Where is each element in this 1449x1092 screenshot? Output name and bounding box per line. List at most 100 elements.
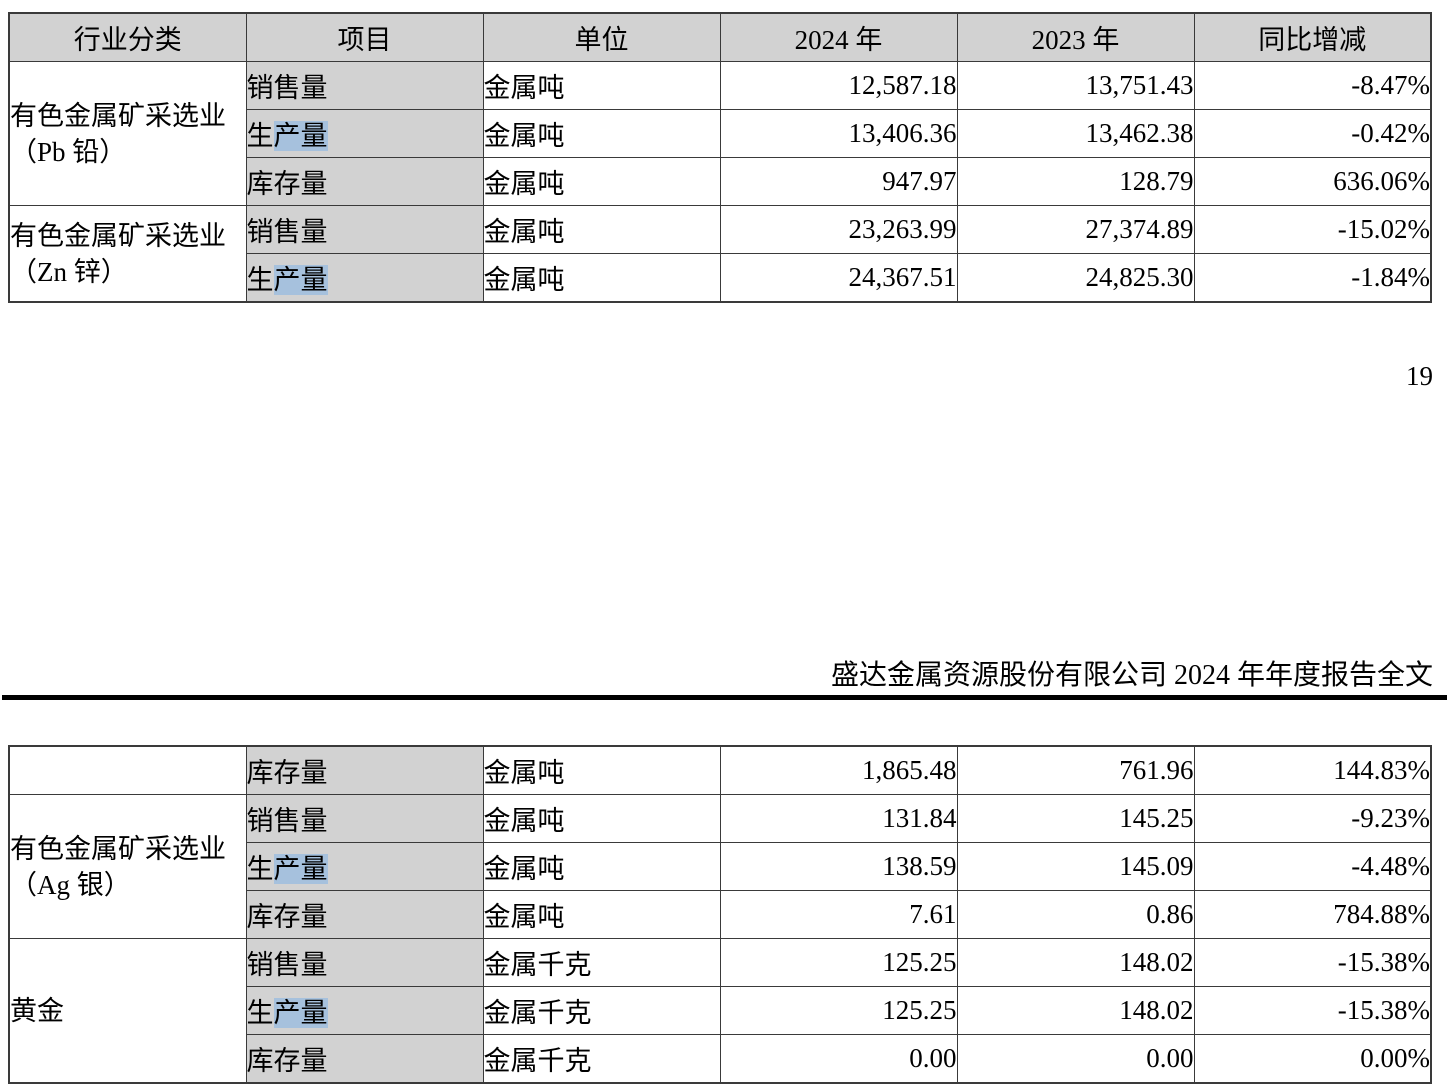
item-cell: 库存量	[245, 1034, 484, 1084]
text-highlight: 产量	[273, 265, 328, 295]
value-2024-cell: 23,263.99	[719, 205, 958, 254]
yoy-change-cell: 144.83%	[1193, 745, 1432, 795]
item-cell: 生产量	[245, 109, 484, 158]
item-label: 销售量	[246, 217, 328, 247]
yoy-change-cell: -15.38%	[1193, 986, 1432, 1035]
item-label: 销售量	[246, 806, 328, 836]
value-2023-cell: 13,751.43	[956, 61, 1195, 110]
text-highlight: 产量	[273, 121, 328, 151]
item-cell: 库存量	[245, 157, 484, 206]
value-2024-cell: 138.59	[719, 842, 958, 891]
value-2023-cell: 145.25	[956, 794, 1195, 843]
unit-cell: 金属吨	[482, 745, 721, 795]
col-header-2024: 2024 年	[719, 12, 958, 62]
value-2024-cell: 1,865.48	[719, 745, 958, 795]
table-row: 库存量 金属吨 947.97 128.79 636.06%	[9, 157, 1432, 206]
yoy-change-cell: -9.23%	[1193, 794, 1432, 843]
header-rule-divider	[2, 695, 1447, 700]
value-2023-cell: 0.00	[956, 1034, 1195, 1084]
col-header-2023: 2023 年	[956, 12, 1195, 62]
table-row: 生产量 金属吨 138.59 145.09 -4.48%	[9, 842, 1432, 891]
item-cell: 销售量	[245, 794, 484, 843]
category-line: 有色金属矿采选业	[10, 220, 226, 251]
col-header-industry: 行业分类	[8, 12, 247, 62]
yoy-change-cell: -1.84%	[1193, 253, 1432, 303]
item-label: 销售量	[246, 950, 328, 980]
unit-cell: 金属千克	[482, 986, 721, 1035]
unit-cell: 金属千克	[482, 1034, 721, 1084]
value-2024-cell: 13,406.36	[719, 109, 958, 158]
upper-table-section: 行业分类 项目 单位 2024 年 2023 年 同比增减 有色金属矿采选业 （…	[0, 0, 1449, 303]
unit-cell: 金属吨	[482, 157, 721, 206]
value-2024-cell: 7.61	[719, 890, 958, 939]
lower-table-section: 库存量 金属吨 1,865.48 761.96 144.83% 有色金属矿采选业…	[0, 745, 1449, 1084]
category-line: （Ag 银）	[10, 869, 131, 900]
unit-cell: 金属吨	[482, 842, 721, 891]
item-label: 生	[246, 854, 274, 884]
unit-cell: 金属吨	[482, 890, 721, 939]
table-row: 库存量 金属吨 7.61 0.86 784.88%	[9, 890, 1432, 939]
value-2024-cell: 125.25	[719, 986, 958, 1035]
item-label: 库存量	[246, 902, 328, 932]
col-header-unit: 单位	[482, 12, 721, 62]
category-cell-pb: 有色金属矿采选业 （Pb 铅）	[8, 61, 247, 206]
yoy-change-cell: -4.48%	[1193, 842, 1432, 891]
item-label: 生	[246, 998, 274, 1028]
category-line: 有色金属矿采选业	[10, 833, 226, 864]
page-number: 19	[1406, 361, 1433, 391]
table-row: 有色金属矿采选业 （Pb 铅） 销售量 金属吨 12,587.18 13,751…	[8, 61, 1432, 206]
item-cell: 生产量	[245, 986, 484, 1035]
value-2024-cell: 0.00	[719, 1034, 958, 1084]
category-cell-zn: 有色金属矿采选业 （Zn 锌）	[8, 205, 247, 303]
category-cell-empty	[8, 745, 247, 795]
value-2024-cell: 947.97	[719, 157, 958, 206]
yoy-change-cell: 0.00%	[1193, 1034, 1432, 1084]
yoy-change-cell: -15.38%	[1193, 938, 1432, 987]
item-cell: 库存量	[245, 745, 484, 795]
value-2023-cell: 145.09	[956, 842, 1195, 891]
text-highlight: 产量	[273, 998, 328, 1028]
value-2023-cell: 0.86	[956, 890, 1195, 939]
value-2023-cell: 24,825.30	[956, 253, 1195, 303]
table-row: 生产量 金属吨 13,406.36 13,462.38 -0.42%	[9, 109, 1432, 158]
table-row: 生产量 金属千克 125.25 148.02 -15.38%	[9, 986, 1432, 1035]
category-cell-ag: 有色金属矿采选业 （Ag 银）	[8, 794, 247, 939]
value-2024-cell: 125.25	[719, 938, 958, 987]
table-row: 有色金属矿采选业 （Ag 银） 销售量 金属吨 131.84 145.25 -9…	[8, 794, 1432, 939]
value-2023-cell: 148.02	[956, 938, 1195, 987]
item-cell: 销售量	[245, 205, 484, 254]
text-highlight: 产量	[273, 854, 328, 884]
table-row: 有色金属矿采选业 （Zn 锌） 销售量 金属吨 23,263.99 27,374…	[8, 205, 1432, 303]
unit-cell: 金属吨	[482, 794, 721, 843]
industry-production-table-top: 行业分类 项目 单位 2024 年 2023 年 同比增减 有色金属矿采选业 （…	[8, 12, 1432, 303]
unit-cell: 金属千克	[482, 938, 721, 987]
table-row: 库存量 金属吨 1,865.48 761.96 144.83%	[8, 745, 1432, 795]
yoy-change-cell: 636.06%	[1193, 157, 1432, 206]
value-2023-cell: 761.96	[956, 745, 1195, 795]
table-header-row: 行业分类 项目 单位 2024 年 2023 年 同比增减	[8, 12, 1432, 62]
item-label: 生	[246, 265, 274, 295]
yoy-change-cell: -0.42%	[1193, 109, 1432, 158]
item-label: 库存量	[246, 758, 328, 788]
category-line: 有色金属矿采选业	[10, 100, 226, 131]
category-line: （Pb 铅）	[10, 136, 127, 167]
table-row: 库存量 金属千克 0.00 0.00 0.00%	[9, 1034, 1432, 1084]
item-cell: 销售量	[245, 938, 484, 987]
value-2023-cell: 13,462.38	[956, 109, 1195, 158]
item-cell: 生产量	[245, 253, 484, 303]
value-2024-cell: 12,587.18	[719, 61, 958, 110]
yoy-change-cell: -8.47%	[1193, 61, 1432, 110]
document-header-title: 盛达金属资源股份有限公司 2024 年年度报告全文	[830, 660, 1433, 691]
unit-cell: 金属吨	[482, 61, 721, 110]
item-label: 生	[246, 121, 274, 151]
category-line: 黄金	[10, 995, 64, 1026]
col-header-yoy-change: 同比增减	[1193, 12, 1432, 62]
category-line: （Zn 锌）	[10, 256, 128, 287]
value-2023-cell: 128.79	[956, 157, 1195, 206]
table-row: 生产量 金属吨 24,367.51 24,825.30 -1.84%	[9, 253, 1432, 303]
value-2023-cell: 27,374.89	[956, 205, 1195, 254]
col-header-item: 项目	[245, 12, 484, 62]
item-cell: 生产量	[245, 842, 484, 891]
yoy-change-cell: 784.88%	[1193, 890, 1432, 939]
value-2023-cell: 148.02	[956, 986, 1195, 1035]
